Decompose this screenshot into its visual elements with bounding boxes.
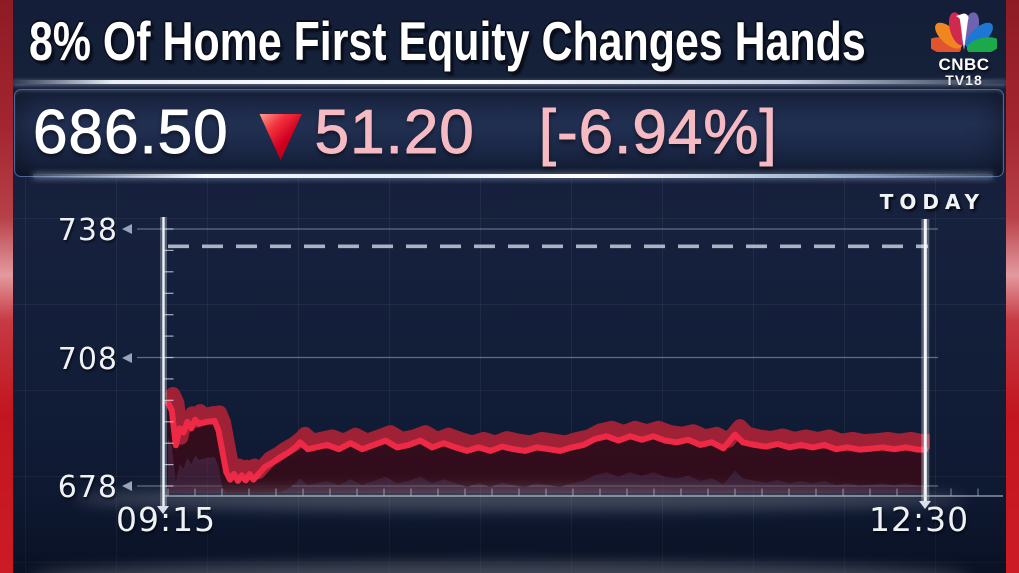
quote-bar-glow-line [33, 174, 993, 178]
y-tick-label-678: 678 [57, 470, 118, 505]
headline-text: 8% Of Home First Equity Changes Hands [29, 10, 866, 72]
last-price: 686.50 [33, 98, 229, 167]
price-change: 51.20 [314, 98, 475, 167]
left-red-strip [0, 0, 13, 573]
down-arrow-icon [259, 114, 302, 160]
price-change-percent: [-6.94%] [538, 98, 778, 167]
y-tick-label-738: 738 [57, 213, 118, 248]
right-red-strip [1006, 0, 1019, 573]
cnbc-tv18-logo: CNBC TV18 [926, 6, 1002, 87]
logo-text-cnbc: CNBC [938, 55, 990, 74]
y-tick-label-708: 708 [57, 342, 118, 377]
header-divider [13, 80, 1006, 84]
y-tick-arrow-icon [122, 353, 132, 363]
current-time-caret-icon [919, 501, 931, 509]
y-tick-arrow-icon [122, 224, 132, 234]
axis-caret-icon [157, 506, 169, 514]
quote-bar: 686.50 51.20 [-6.94%] [14, 89, 1004, 178]
y-tick-arrow-icon [122, 481, 132, 491]
headline-bar: 8% Of Home First Equity Changes Hands CN… [13, 0, 1006, 87]
period-badge: TODAY [879, 190, 985, 214]
peacock-icon [927, 12, 1001, 55]
